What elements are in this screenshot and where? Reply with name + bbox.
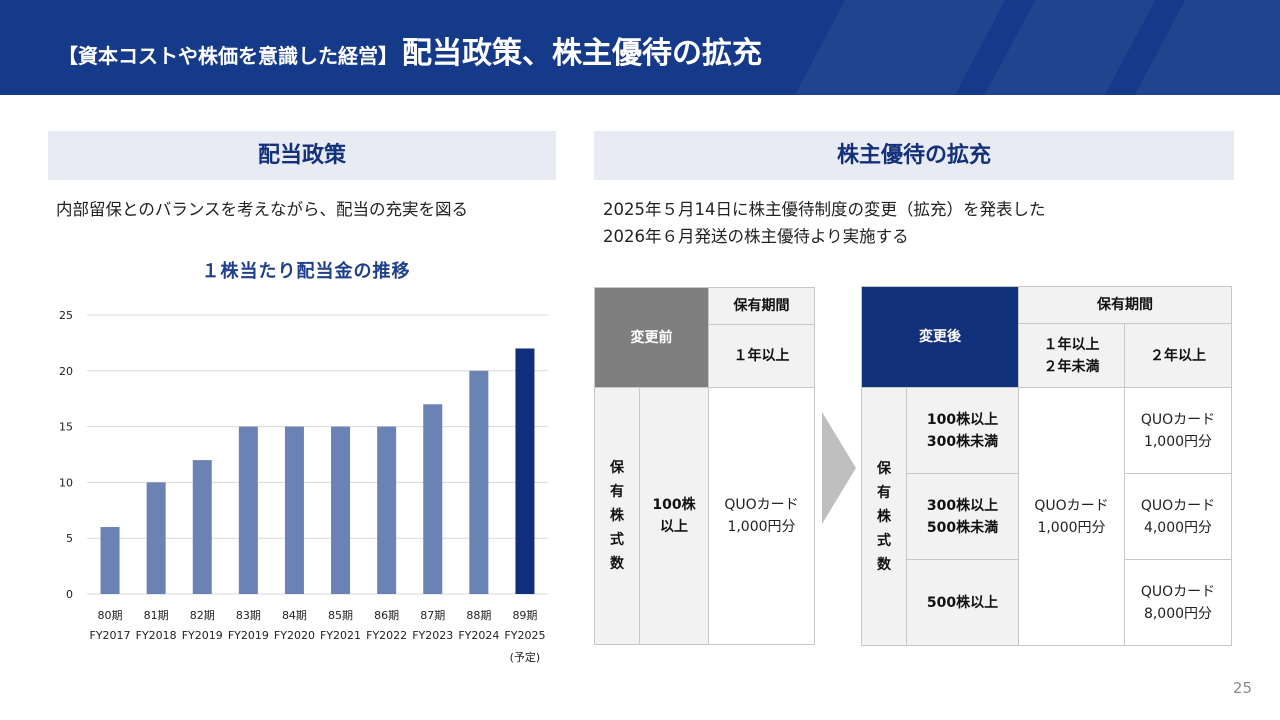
x-tick-label-fy: FY2023 bbox=[412, 629, 453, 642]
after-header: 変更後 bbox=[861, 286, 1019, 388]
after-reward-row2: QUOカード 4,000円分 bbox=[1124, 473, 1232, 560]
after-row-header-text: 保有株式数 bbox=[877, 460, 891, 573]
x-tick-label-fy: FY2019 bbox=[228, 629, 269, 642]
page-number: 25 bbox=[1232, 679, 1252, 697]
x-tick-label-period: 80期 bbox=[98, 609, 123, 622]
page-title: 【資本コストや株価を意識した経営】 配当政策、株主優待の拡充 bbox=[58, 28, 762, 72]
dividend-chart: 0 5 10 15 20 25 80期 FY2017 81期 FY2018 82期 FY2019 83期… bbox=[59, 309, 548, 664]
x-tick-label-fy: FY2021 bbox=[320, 629, 361, 642]
x-tick-label-fy: FY2025 bbox=[504, 629, 545, 642]
bar bbox=[238, 426, 258, 594]
x-tick-label-note: (予定) bbox=[510, 650, 541, 664]
before-period-value: １年以上 bbox=[708, 324, 815, 388]
after-period-col2: ２年以上 bbox=[1124, 323, 1232, 388]
page-title-main: 配当政策、株主優待の拡充 bbox=[402, 36, 762, 71]
x-tick-label-period: 87期 bbox=[420, 609, 445, 622]
after-shares-row2: 300株以上 500株未満 bbox=[906, 473, 1019, 560]
bar bbox=[469, 370, 489, 594]
header-decoration bbox=[1134, 0, 1280, 95]
after-shares-row3: 500株以上 bbox=[906, 559, 1019, 646]
before-shares: 100株以上 bbox=[639, 387, 709, 645]
x-tick-label-period: 86期 bbox=[374, 609, 399, 622]
benefit-description-line1: 2025年５月14日に株主優待制度の変更（拡充）を発表した bbox=[603, 200, 1046, 219]
before-header: 変更前 bbox=[594, 287, 709, 388]
x-tick-label-fy: FY2020 bbox=[274, 629, 315, 642]
bar bbox=[331, 426, 351, 594]
benefit-description-line2: 2026年６月発送の株主優待より実施する bbox=[603, 227, 909, 246]
header-banner: 【資本コストや株価を意識した経営】 配当政策、株主優待の拡充 bbox=[0, 0, 1280, 95]
bar bbox=[377, 426, 397, 594]
bar bbox=[192, 460, 212, 594]
after-change-table: 変更後 保有期間 １年以上 ２年未満 ２年以上 保有株式数 100株以上 300… bbox=[861, 286, 1232, 646]
change-arrow-icon bbox=[822, 412, 856, 524]
x-tick-label-period: 83期 bbox=[236, 609, 261, 622]
y-tick-label: 0 bbox=[66, 588, 73, 601]
benefit-section-title: 株主優待の拡充 bbox=[594, 131, 1234, 180]
chart-title: １株当たり配当金の推移 bbox=[201, 261, 411, 282]
x-tick-label-fy: FY2019 bbox=[182, 629, 223, 642]
before-row-header-text: 保有株式数 bbox=[610, 460, 624, 572]
x-tick-label-period: 88期 bbox=[466, 609, 491, 622]
after-period-header: 保有期間 bbox=[1018, 286, 1232, 324]
after-reward-col1: QUOカード 1,000円分 bbox=[1018, 387, 1125, 646]
before-row-header: 保有株式数 bbox=[594, 387, 640, 645]
y-tick-label: 20 bbox=[59, 365, 73, 378]
after-row-header: 保有株式数 bbox=[861, 387, 907, 646]
before-change-table: 変更前 保有期間 １年以上 保有株式数 100株以上 QUOカード 1,000円… bbox=[594, 287, 815, 645]
y-tick-label: 25 bbox=[59, 309, 73, 322]
x-tick-label-period: 82期 bbox=[190, 609, 215, 622]
y-tick-label: 5 bbox=[66, 532, 73, 545]
x-tick-label-fy: FY2018 bbox=[136, 629, 177, 642]
after-period-col1: １年以上 ２年未満 bbox=[1018, 323, 1125, 388]
x-tick-label-period: 84期 bbox=[282, 609, 307, 622]
y-tick-label: 15 bbox=[59, 421, 73, 434]
x-tick-label-period: 81期 bbox=[144, 609, 169, 622]
before-reward: QUOカード 1,000円分 bbox=[708, 387, 815, 645]
x-tick-label-fy: FY2024 bbox=[458, 629, 499, 642]
after-reward-row3: QUOカード 8,000円分 bbox=[1124, 559, 1232, 646]
bar bbox=[100, 527, 120, 594]
after-reward-row1: QUOカード 1,000円分 bbox=[1124, 387, 1232, 474]
page-title-bracket: 【資本コストや株価を意識した経営】 bbox=[58, 44, 398, 68]
bar bbox=[423, 404, 443, 594]
bar bbox=[515, 348, 535, 594]
x-tick-label-fy: FY2017 bbox=[90, 629, 131, 642]
dividend-section-title: 配当政策 bbox=[48, 131, 556, 180]
header-decoration bbox=[984, 0, 1156, 95]
bar bbox=[284, 426, 304, 594]
dividend-description: 内部留保とのバランスを考えながら、配当の充実を図る bbox=[56, 200, 469, 219]
x-tick-label-period: 85期 bbox=[328, 609, 353, 622]
after-shares-row1: 100株以上 300株未満 bbox=[906, 387, 1019, 474]
header-decoration bbox=[794, 0, 1006, 95]
x-tick-label-period: 89期 bbox=[512, 609, 537, 622]
x-tick-label-fy: FY2022 bbox=[366, 629, 407, 642]
before-period-header: 保有期間 bbox=[708, 287, 815, 325]
bar bbox=[146, 482, 166, 594]
y-tick-label: 10 bbox=[59, 476, 73, 489]
